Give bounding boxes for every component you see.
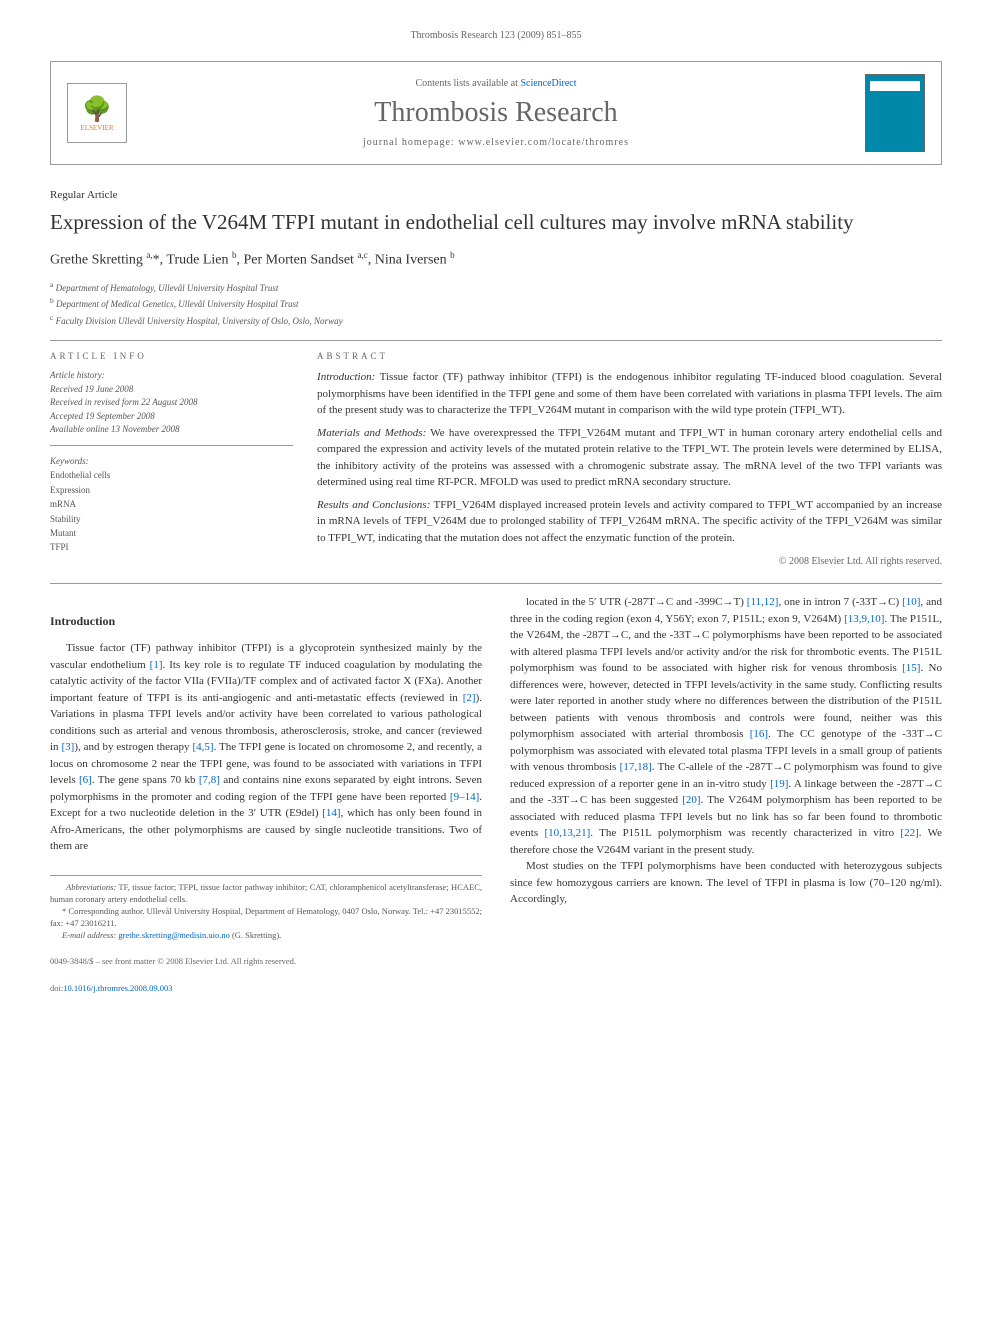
keywords-block: Keywords: Endothelial cellsExpressionmRN…: [50, 454, 293, 555]
contents-prefix: Contents lists available at: [415, 78, 520, 89]
journal-header-box: 🌳 ELSEVIER Contents lists available at S…: [50, 61, 942, 165]
body-columns: Introduction Tissue factor (TF) pathway …: [50, 594, 942, 994]
corresponding-author: * Corresponding author. Ullevål Universi…: [50, 906, 482, 930]
tree-icon: 🌳: [82, 95, 112, 124]
abstract-intro: Tissue factor (TF) pathway inhibitor (TF…: [317, 371, 942, 416]
ref-link[interactable]: [11,12]: [747, 596, 779, 608]
footer-issn: 0049-3848/$ – see front matter © 2008 El…: [50, 955, 482, 968]
abstract-intro-label: Introduction:: [317, 371, 375, 383]
ref-link[interactable]: [22]: [900, 827, 918, 839]
history-received: Received 19 June 2008: [50, 384, 133, 394]
keywords-label: Keywords:: [50, 456, 89, 466]
ref-link[interactable]: [16]: [750, 728, 768, 740]
ref-link[interactable]: [6]: [79, 774, 92, 786]
publisher-name: ELSEVIER: [80, 124, 113, 132]
ref-link[interactable]: [20]: [682, 794, 700, 806]
copyright: © 2008 Elsevier Ltd. All rights reserved…: [317, 556, 942, 567]
ref-link[interactable]: [2]: [463, 692, 476, 704]
doi-link[interactable]: 10.1016/j.thromres.2008.09.003: [63, 983, 172, 993]
history-label: Article history:: [50, 370, 105, 380]
ref-link[interactable]: [19]: [770, 778, 788, 790]
divider: [50, 340, 942, 341]
article-info-col: ARTICLE INFO Article history: Received 1…: [50, 351, 293, 567]
intro-para-1: Tissue factor (TF) pathway inhibitor (TF…: [50, 640, 482, 855]
abstract-heading: ABSTRACT: [317, 351, 942, 361]
sciencedirect-link[interactable]: ScienceDirect: [520, 78, 576, 89]
cover-thumbnail: [865, 74, 925, 152]
ref-link[interactable]: [10]: [902, 596, 920, 608]
ref-link[interactable]: [3]: [61, 741, 74, 753]
journal-center: Contents lists available at ScienceDirec…: [143, 78, 849, 148]
body-left-col: Introduction Tissue factor (TF) pathway …: [50, 594, 482, 994]
affiliations: a Department of Hematology, Ullevål Univ…: [50, 279, 942, 329]
keywords-list: Endothelial cellsExpressionmRNAStability…: [50, 470, 110, 552]
journal-homepage: journal homepage: www.elsevier.com/locat…: [143, 137, 849, 148]
history-revised: Received in revised form 22 August 2008: [50, 397, 197, 407]
intro-heading: Introduction: [50, 612, 482, 630]
ref-link[interactable]: [9–14]: [450, 791, 479, 803]
footer-doi: doi:10.1016/j.thromres.2008.09.003: [50, 982, 482, 995]
divider: [50, 583, 942, 584]
history-accepted: Accepted 19 September 2008: [50, 411, 155, 421]
info-abstract-row: ARTICLE INFO Article history: Received 1…: [50, 351, 942, 567]
email-link[interactable]: grethe.skretting@medisin.uio.no: [118, 930, 229, 940]
abstract-methods-label: Materials and Methods:: [317, 427, 426, 439]
intro-para-3: Most studies on the TFPI polymorphisms h…: [510, 858, 942, 908]
body-right-col: located in the 5′ UTR (-287T→C and -399C…: [510, 594, 942, 994]
ref-link[interactable]: [17,18]: [620, 761, 652, 773]
email-line: E-mail address: grethe.skretting@medisin…: [50, 930, 482, 942]
article-history: Article history: Received 19 June 2008 R…: [50, 369, 293, 446]
ref-link[interactable]: [10,13,21]: [544, 827, 590, 839]
footnotes: Abbreviations: TF, tissue factor; TFPI, …: [50, 875, 482, 941]
ref-link[interactable]: [15]: [902, 662, 920, 674]
ref-link[interactable]: [13,9,10]: [844, 613, 884, 625]
info-heading: ARTICLE INFO: [50, 351, 293, 361]
abstract-results-label: Results and Conclusions:: [317, 499, 430, 511]
contents-line: Contents lists available at ScienceDirec…: [143, 78, 849, 89]
journal-title: Thrombosis Research: [143, 97, 849, 129]
ref-link[interactable]: [7,8]: [199, 774, 220, 786]
intro-para-2: located in the 5′ UTR (-287T→C and -399C…: [510, 594, 942, 858]
homepage-prefix: journal homepage:: [363, 137, 458, 148]
abbreviations: Abbreviations: TF, tissue factor; TFPI, …: [50, 882, 482, 906]
elsevier-logo: 🌳 ELSEVIER: [67, 83, 127, 143]
article-title: Expression of the V264M TFPI mutant in e…: [50, 209, 942, 236]
abstract-col: ABSTRACT Introduction: Tissue factor (TF…: [317, 351, 942, 567]
ref-link[interactable]: [14]: [322, 807, 340, 819]
ref-link[interactable]: [1]: [150, 659, 163, 671]
abstract-body: Introduction: Tissue factor (TF) pathway…: [317, 369, 942, 546]
running-header: Thrombosis Research 123 (2009) 851–855: [50, 30, 942, 41]
homepage-url[interactable]: www.elsevier.com/locate/thromres: [458, 137, 629, 148]
article-type: Regular Article: [50, 189, 942, 201]
ref-link[interactable]: [4,5]: [193, 741, 214, 753]
history-online: Available online 13 November 2008: [50, 424, 179, 434]
authors: Grethe Skretting a,*, Trude Lien b, Per …: [50, 250, 942, 269]
